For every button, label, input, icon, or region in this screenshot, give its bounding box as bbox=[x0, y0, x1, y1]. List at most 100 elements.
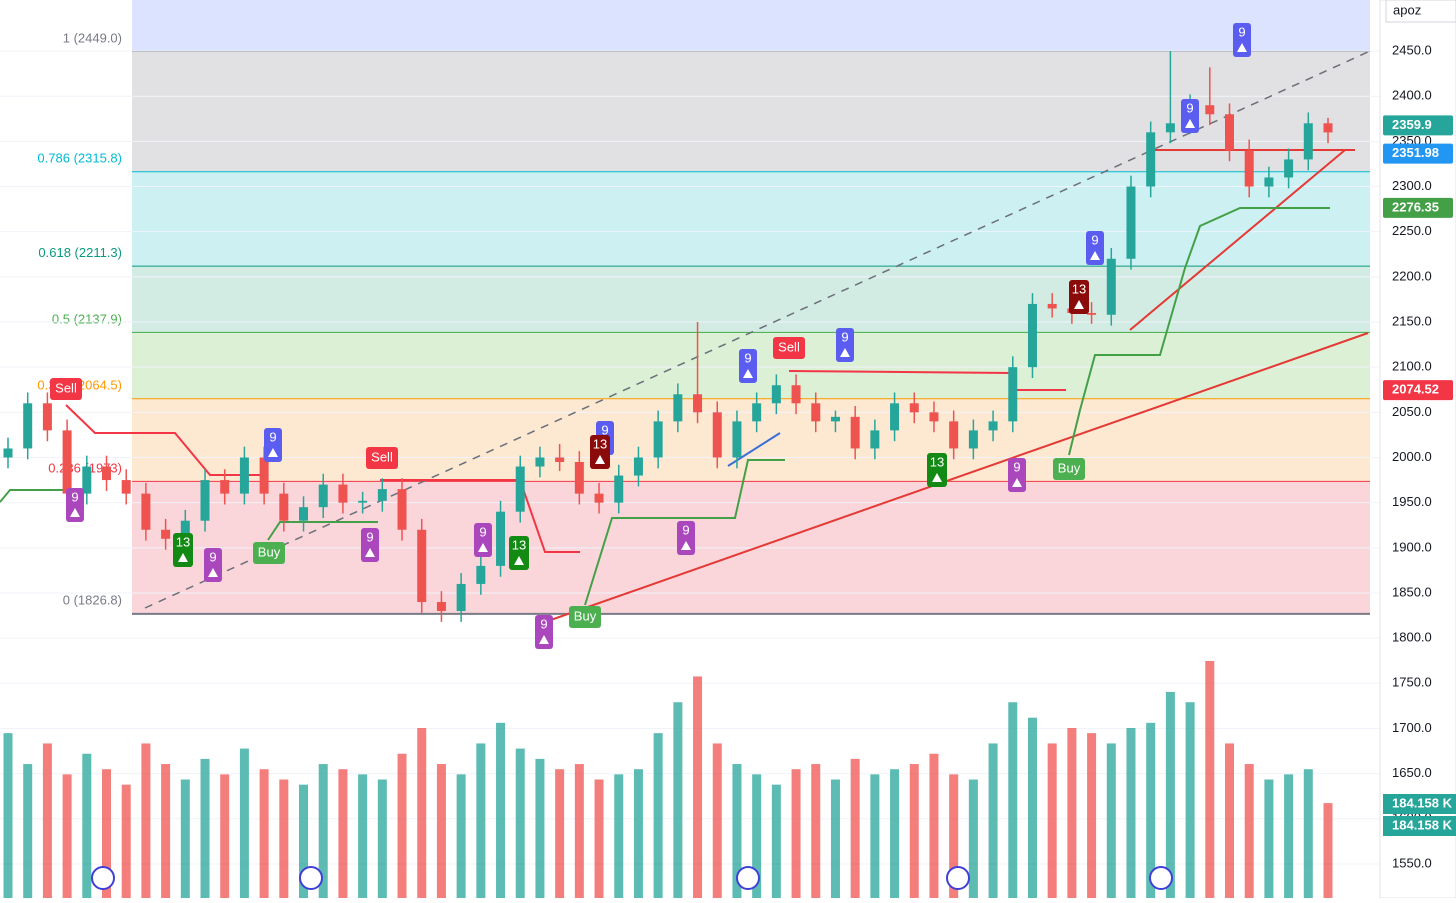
signal-arrow bbox=[932, 473, 942, 482]
volume-bar bbox=[161, 764, 171, 898]
candle-body bbox=[3, 448, 13, 458]
volume-bar bbox=[239, 748, 249, 898]
volume-bar bbox=[929, 753, 939, 898]
candle-body bbox=[712, 412, 722, 458]
icon bbox=[1149, 866, 1173, 890]
price-tag bbox=[1383, 380, 1453, 401]
candle-body bbox=[752, 403, 762, 422]
volume-bar bbox=[338, 769, 348, 898]
volume-bar bbox=[397, 753, 407, 898]
fib-band bbox=[132, 399, 1370, 482]
symbol-box bbox=[1385, 0, 1456, 23]
signal-marker bbox=[66, 488, 84, 522]
candle-body bbox=[1047, 303, 1057, 309]
symbol-text: apoz bbox=[1393, 2, 1421, 17]
candle-body bbox=[377, 489, 387, 501]
signal-arrow bbox=[365, 548, 375, 557]
fib-label: 0 (1826.8) bbox=[63, 592, 122, 607]
candle-body bbox=[1146, 132, 1156, 187]
volume-bar bbox=[830, 779, 840, 898]
candle-body bbox=[318, 484, 328, 508]
signal-marker bbox=[677, 521, 695, 555]
trend-line bbox=[1129, 149, 1346, 331]
y-tick-label: 1750.0 bbox=[1392, 675, 1432, 690]
volume-bar bbox=[791, 769, 801, 898]
candle-body bbox=[693, 394, 703, 413]
signal-label: 13 bbox=[512, 537, 526, 552]
candle-body bbox=[653, 421, 663, 458]
candle-body bbox=[397, 489, 407, 530]
volume-bar bbox=[377, 779, 387, 898]
signal-label: 9 bbox=[601, 422, 608, 437]
signal-marker bbox=[1008, 458, 1026, 492]
y-tick-label: 1800.0 bbox=[1392, 630, 1432, 645]
volume-bar bbox=[535, 758, 545, 898]
signal-label: 9 bbox=[479, 524, 486, 539]
candle-body bbox=[436, 602, 446, 612]
signal-label: 9 bbox=[209, 549, 216, 564]
signal-label: Buy bbox=[1058, 460, 1081, 475]
volume-bar bbox=[732, 764, 742, 898]
candle-body bbox=[1244, 150, 1254, 187]
signal-marker bbox=[1053, 458, 1085, 480]
signal-label: 9 bbox=[1186, 100, 1193, 115]
axis-labels: 1550.01600.01650.01700.01750.01800.01850… bbox=[1383, 42, 1456, 870]
candle-body bbox=[121, 480, 131, 494]
signal-arrow bbox=[840, 348, 850, 357]
volume-bar bbox=[180, 779, 190, 898]
volume-bar bbox=[3, 733, 13, 898]
candle-body bbox=[161, 529, 171, 539]
signal-arrow bbox=[1237, 43, 1247, 52]
fib-bands: 1 (2449.0) 0.786 (2315.8) 0.618 (2211.3) 0.… bbox=[37, 0, 1370, 615]
candle-body bbox=[62, 430, 72, 494]
volume-bar bbox=[279, 779, 289, 898]
volume-bar bbox=[614, 774, 624, 898]
y-tick-label: 2300.0 bbox=[1392, 178, 1432, 193]
candle-body bbox=[1008, 367, 1018, 422]
volume-bar bbox=[1047, 743, 1057, 898]
fib-band bbox=[132, 172, 1370, 267]
fib-label: 0.5 (2137.9) bbox=[52, 311, 122, 326]
signal-label: 9 bbox=[841, 329, 848, 344]
signal-marker bbox=[366, 447, 398, 469]
signal-arrow bbox=[539, 635, 549, 644]
y-tick-label: 2150.0 bbox=[1392, 313, 1432, 328]
signal-arrow bbox=[208, 568, 218, 577]
volume-bar bbox=[102, 769, 112, 898]
fib-label: 0.618 (2211.3) bbox=[38, 245, 122, 260]
signal-label: Sell bbox=[778, 339, 800, 354]
trend-line bbox=[544, 332, 1369, 623]
volume-bar bbox=[555, 769, 565, 898]
signal-label: 9 bbox=[1091, 232, 1098, 247]
volume-bar bbox=[1027, 717, 1037, 898]
icon bbox=[91, 866, 115, 890]
volume-bar bbox=[515, 748, 525, 898]
icon bbox=[736, 866, 760, 890]
candle-body bbox=[299, 507, 309, 521]
candle-body bbox=[732, 421, 742, 458]
candle-body bbox=[633, 457, 643, 476]
volume-bar bbox=[259, 769, 269, 898]
signal-marker bbox=[50, 378, 82, 400]
y-tick-label: 2100.0 bbox=[1392, 359, 1432, 374]
signal-arrow bbox=[681, 541, 691, 550]
signal-label: 13 bbox=[176, 534, 190, 549]
signal-label: 13 bbox=[593, 436, 607, 451]
candle-body bbox=[1126, 186, 1136, 259]
candle-body bbox=[949, 421, 959, 449]
volume-bar bbox=[121, 784, 131, 898]
signal-marker bbox=[173, 533, 193, 567]
volume-bar bbox=[141, 743, 151, 898]
volume-tag bbox=[1383, 816, 1456, 836]
candle-body bbox=[594, 493, 604, 503]
signal-label: 9 bbox=[269, 429, 276, 444]
y-tick-label: 1700.0 bbox=[1392, 720, 1432, 735]
signal-marker bbox=[590, 435, 610, 469]
signal-marker bbox=[773, 337, 805, 359]
replay-icons bbox=[91, 866, 1173, 890]
fib-band bbox=[132, 51, 1370, 173]
candle-body bbox=[23, 403, 33, 449]
volume-bar bbox=[62, 774, 72, 898]
volume-bar bbox=[200, 758, 210, 898]
